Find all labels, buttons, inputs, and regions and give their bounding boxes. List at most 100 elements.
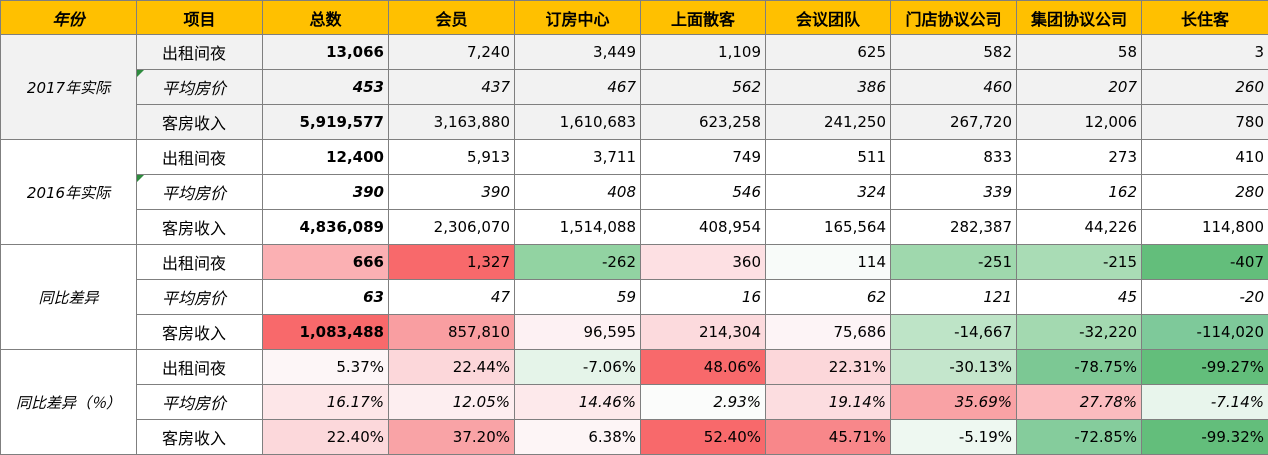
value-cell[interactable]: 58 — [1017, 35, 1142, 70]
value-cell[interactable]: 27.78% — [1017, 385, 1142, 420]
group-label[interactable]: 同比差异 — [1, 245, 137, 350]
value-cell[interactable]: 453 — [263, 70, 389, 105]
row-item-label[interactable]: 平均房价 — [137, 385, 263, 420]
row-item-label[interactable]: 平均房价 — [137, 280, 263, 315]
value-cell[interactable]: 749 — [641, 140, 766, 175]
value-cell[interactable]: -407 — [1142, 245, 1268, 280]
value-cell[interactable]: 625 — [766, 35, 891, 70]
row-item-label[interactable]: 出租间夜 — [137, 245, 263, 280]
value-cell[interactable]: 2.93% — [641, 385, 766, 420]
row-item-label[interactable]: 客房收入 — [137, 210, 263, 245]
value-cell[interactable]: -7.14% — [1142, 385, 1268, 420]
value-cell[interactable]: 45.71% — [766, 420, 891, 455]
value-cell[interactable]: 390 — [389, 175, 515, 210]
value-cell[interactable]: 1,514,088 — [515, 210, 641, 245]
value-cell[interactable]: 2,306,070 — [389, 210, 515, 245]
value-cell[interactable]: 437 — [389, 70, 515, 105]
value-cell[interactable]: 666 — [263, 245, 389, 280]
value-cell[interactable]: 114 — [766, 245, 891, 280]
header-item[interactable]: 项目 — [137, 1, 263, 35]
value-cell[interactable]: 214,304 — [641, 315, 766, 350]
row-item-label[interactable]: 出租间夜 — [137, 140, 263, 175]
value-cell[interactable]: 13,066 — [263, 35, 389, 70]
value-cell[interactable]: 267,720 — [891, 105, 1017, 140]
value-cell[interactable]: 165,564 — [766, 210, 891, 245]
value-cell[interactable]: -30.13% — [891, 350, 1017, 385]
value-cell[interactable]: 410 — [1142, 140, 1268, 175]
value-cell[interactable]: 121 — [891, 280, 1017, 315]
value-cell[interactable]: 511 — [766, 140, 891, 175]
header-year[interactable]: 年份 — [1, 1, 137, 35]
value-cell[interactable]: -72.85% — [1017, 420, 1142, 455]
value-cell[interactable]: 6.38% — [515, 420, 641, 455]
header-long-stay[interactable]: 长住客 — [1142, 1, 1268, 35]
value-cell[interactable]: 12,006 — [1017, 105, 1142, 140]
value-cell[interactable]: 408,954 — [641, 210, 766, 245]
value-cell[interactable]: 3,449 — [515, 35, 641, 70]
value-cell[interactable]: 562 — [641, 70, 766, 105]
row-item-label[interactable]: 平均房价 — [137, 175, 263, 210]
value-cell[interactable]: 3,711 — [515, 140, 641, 175]
value-cell[interactable]: 22.31% — [766, 350, 891, 385]
value-cell[interactable]: 14.46% — [515, 385, 641, 420]
value-cell[interactable]: 273 — [1017, 140, 1142, 175]
value-cell[interactable]: 460 — [891, 70, 1017, 105]
value-cell[interactable]: 241,250 — [766, 105, 891, 140]
header-store-agreement[interactable]: 门店协议公司 — [891, 1, 1017, 35]
value-cell[interactable]: 582 — [891, 35, 1017, 70]
value-cell[interactable]: 260 — [1142, 70, 1268, 105]
group-label[interactable]: 同比差异（％） — [1, 350, 137, 455]
row-item-label[interactable]: 客房收入 — [137, 105, 263, 140]
value-cell[interactable]: 19.14% — [766, 385, 891, 420]
header-booking-center[interactable]: 订房中心 — [515, 1, 641, 35]
value-cell[interactable]: -7.06% — [515, 350, 641, 385]
value-cell[interactable]: 1,610,683 — [515, 105, 641, 140]
value-cell[interactable]: 1,327 — [389, 245, 515, 280]
value-cell[interactable]: 96,595 — [515, 315, 641, 350]
value-cell[interactable]: 35.69% — [891, 385, 1017, 420]
value-cell[interactable]: 5.37% — [263, 350, 389, 385]
group-label[interactable]: 2017年实际 — [1, 35, 137, 140]
value-cell[interactable]: 408 — [515, 175, 641, 210]
value-cell[interactable]: 386 — [766, 70, 891, 105]
value-cell[interactable]: 1,083,488 — [263, 315, 389, 350]
value-cell[interactable]: 467 — [515, 70, 641, 105]
value-cell[interactable]: 5,913 — [389, 140, 515, 175]
value-cell[interactable]: -78.75% — [1017, 350, 1142, 385]
value-cell[interactable]: 44,226 — [1017, 210, 1142, 245]
value-cell[interactable]: 114,800 — [1142, 210, 1268, 245]
value-cell[interactable]: 37.20% — [389, 420, 515, 455]
value-cell[interactable]: 12.05% — [389, 385, 515, 420]
value-cell[interactable]: 857,810 — [389, 315, 515, 350]
value-cell[interactable]: -262 — [515, 245, 641, 280]
header-conference-group[interactable]: 会议团队 — [766, 1, 891, 35]
value-cell[interactable]: 324 — [766, 175, 891, 210]
row-item-label[interactable]: 平均房价 — [137, 70, 263, 105]
value-cell[interactable]: 48.06% — [641, 350, 766, 385]
row-item-label[interactable]: 出租间夜 — [137, 35, 263, 70]
value-cell[interactable]: 47 — [389, 280, 515, 315]
value-cell[interactable]: -5.19% — [891, 420, 1017, 455]
value-cell[interactable]: 3,163,880 — [389, 105, 515, 140]
value-cell[interactable]: 63 — [263, 280, 389, 315]
value-cell[interactable]: 5,919,577 — [263, 105, 389, 140]
value-cell[interactable]: -99.27% — [1142, 350, 1268, 385]
value-cell[interactable]: 833 — [891, 140, 1017, 175]
row-item-label[interactable]: 客房收入 — [137, 315, 263, 350]
value-cell[interactable]: -251 — [891, 245, 1017, 280]
value-cell[interactable]: 339 — [891, 175, 1017, 210]
value-cell[interactable]: 22.44% — [389, 350, 515, 385]
value-cell[interactable]: 7,240 — [389, 35, 515, 70]
value-cell[interactable]: 52.40% — [641, 420, 766, 455]
value-cell[interactable]: 12,400 — [263, 140, 389, 175]
value-cell[interactable]: 623,258 — [641, 105, 766, 140]
value-cell[interactable]: -32,220 — [1017, 315, 1142, 350]
value-cell[interactable]: 62 — [766, 280, 891, 315]
value-cell[interactable]: 207 — [1017, 70, 1142, 105]
value-cell[interactable]: 59 — [515, 280, 641, 315]
row-item-label[interactable]: 客房收入 — [137, 420, 263, 455]
value-cell[interactable]: -14,667 — [891, 315, 1017, 350]
value-cell[interactable]: 280 — [1142, 175, 1268, 210]
value-cell[interactable]: 3 — [1142, 35, 1268, 70]
value-cell[interactable]: 16.17% — [263, 385, 389, 420]
